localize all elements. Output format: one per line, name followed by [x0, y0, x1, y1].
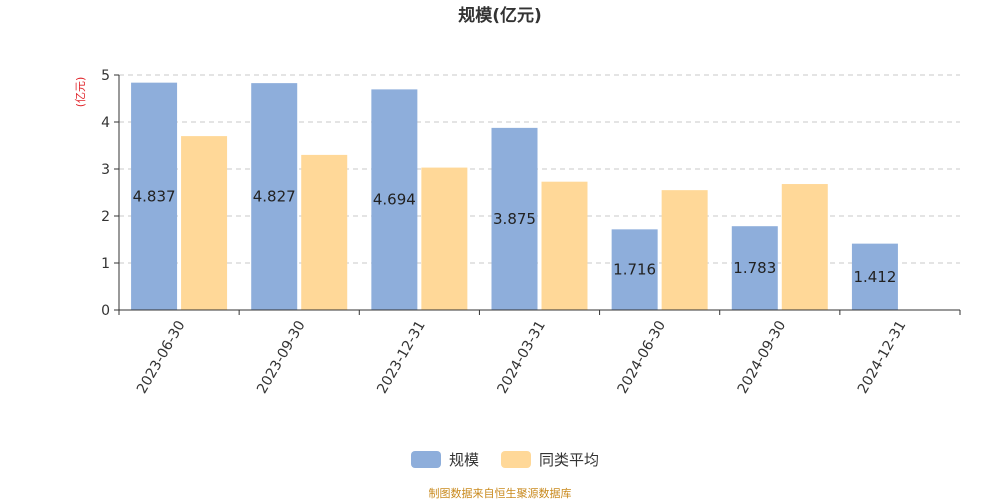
bar-guimo[interactable] [371, 89, 418, 310]
data-label: 3.875 [493, 210, 536, 228]
bar-tonglei-pingjun[interactable] [181, 136, 228, 310]
bar-guimo[interactable] [851, 243, 898, 310]
bar-tonglei-pingjun[interactable] [421, 167, 468, 310]
source-note: 制图数据来自恒生聚源数据库 [429, 486, 572, 500]
data-label: 1.716 [613, 261, 656, 279]
data-label: 4.837 [133, 187, 176, 205]
y-tick-label: 0 [101, 303, 110, 319]
y-tick-label: 2 [101, 209, 110, 225]
x-tick-label: 2024-09-30 [735, 318, 790, 396]
legend-item[interactable]: 规模 [411, 451, 479, 469]
x-tick-label: 2023-06-30 [134, 318, 189, 396]
x-tick-label: 2024-03-31 [494, 318, 549, 396]
data-label: 4.694 [373, 191, 416, 209]
legend-label: 规模 [449, 451, 479, 469]
legend-label: 同类平均 [539, 451, 599, 469]
data-label: 1.412 [853, 268, 896, 286]
data-labels: 4.837 4.827 4.694 3.875 1.716 1.783 1.412 [133, 187, 897, 285]
y-tick-label: 1 [101, 256, 110, 272]
y-tick-label: 5 [101, 68, 110, 84]
x-tick-label: 2023-09-30 [254, 318, 309, 396]
legend[interactable]: 规模 同类平均 [411, 451, 599, 469]
chart-title: 规模(亿元) [458, 5, 542, 26]
legend-swatch [411, 451, 441, 468]
bar-guimo[interactable] [251, 83, 298, 310]
x-tick-label: 2023-12-31 [374, 318, 429, 396]
bars [131, 82, 898, 310]
y-axis-label: (亿元) [74, 77, 87, 108]
bar-guimo[interactable] [131, 82, 178, 310]
data-label: 4.827 [253, 188, 296, 206]
bar-tonglei-pingjun[interactable] [781, 184, 828, 310]
bar-tonglei-pingjun[interactable] [301, 154, 348, 310]
data-label: 1.783 [733, 259, 776, 277]
x-tick-label: 2024-12-31 [855, 318, 910, 396]
y-tick-label: 3 [101, 162, 110, 178]
bar-guimo[interactable] [611, 229, 658, 310]
bar-guimo[interactable] [731, 226, 778, 310]
bar-tonglei-pingjun[interactable] [661, 190, 708, 310]
gridlines [119, 74, 960, 264]
x-tick-label: 2024-06-30 [615, 318, 670, 396]
legend-item[interactable]: 同类平均 [501, 451, 599, 469]
legend-swatch [501, 451, 531, 468]
bar-guimo[interactable] [491, 127, 538, 310]
y-tick-label: 4 [101, 115, 110, 131]
bar-tonglei-pingjun[interactable] [541, 181, 588, 310]
